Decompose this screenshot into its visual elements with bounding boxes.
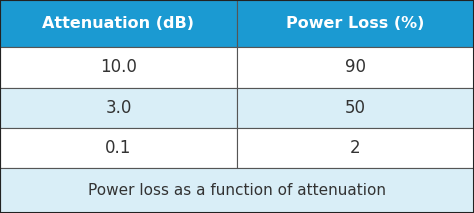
- Text: 3.0: 3.0: [105, 99, 132, 117]
- Text: 2: 2: [350, 139, 361, 157]
- Text: 10.0: 10.0: [100, 58, 137, 76]
- Text: Power loss as a function of attenuation: Power loss as a function of attenuation: [88, 183, 386, 198]
- Bar: [0, 168, 474, 213]
- Bar: [237, 128, 474, 168]
- Text: 50: 50: [345, 99, 366, 117]
- Bar: [0, 128, 237, 168]
- Text: Power Loss (%): Power Loss (%): [286, 16, 425, 31]
- Bar: [0, 0, 237, 47]
- Bar: [0, 47, 237, 88]
- Bar: [0, 88, 237, 128]
- Bar: [237, 47, 474, 88]
- Bar: [237, 0, 474, 47]
- Bar: [237, 88, 474, 128]
- Text: 90: 90: [345, 58, 366, 76]
- Text: Attenuation (dB): Attenuation (dB): [43, 16, 194, 31]
- Text: 0.1: 0.1: [105, 139, 132, 157]
